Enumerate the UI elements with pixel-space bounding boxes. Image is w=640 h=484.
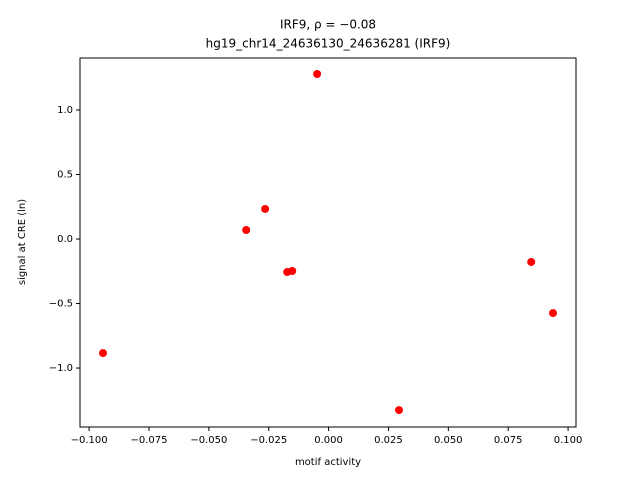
point <box>527 257 536 266</box>
chart-subtitle: hg19_chr14_24636130_24636281 (IRF9) <box>206 37 451 51</box>
x-tick-label: −0.050 <box>190 435 227 446</box>
x-tick-label: −0.100 <box>71 435 108 446</box>
point <box>98 349 107 358</box>
point <box>261 204 270 213</box>
point <box>549 309 558 318</box>
x-tick-label: −0.075 <box>130 435 167 446</box>
chart-title: IRF9, ρ = −0.08 <box>280 18 376 32</box>
x-tick-label: 0.075 <box>494 435 523 446</box>
point <box>242 225 251 234</box>
x-tick-label: −0.025 <box>250 435 287 446</box>
y-tick-label: −0.5 <box>49 299 73 310</box>
point <box>313 69 322 78</box>
y-tick-label: 0.0 <box>57 234 73 245</box>
x-tick-label: 0.100 <box>554 435 583 446</box>
y-tick-label: 1.0 <box>57 105 73 116</box>
y-tick-label: 0.5 <box>57 170 73 181</box>
point <box>288 267 297 276</box>
plot-frame <box>79 57 577 428</box>
point <box>395 406 404 415</box>
y-axis-label: signal at CRE (ln) <box>17 199 28 285</box>
y-tick-label: −1.0 <box>49 363 73 374</box>
x-tick-label: 0.025 <box>374 435 403 446</box>
x-axis-label: motif activity <box>295 457 361 468</box>
x-tick-label: 0.050 <box>434 435 463 446</box>
x-tick-label: 0.000 <box>314 435 343 446</box>
